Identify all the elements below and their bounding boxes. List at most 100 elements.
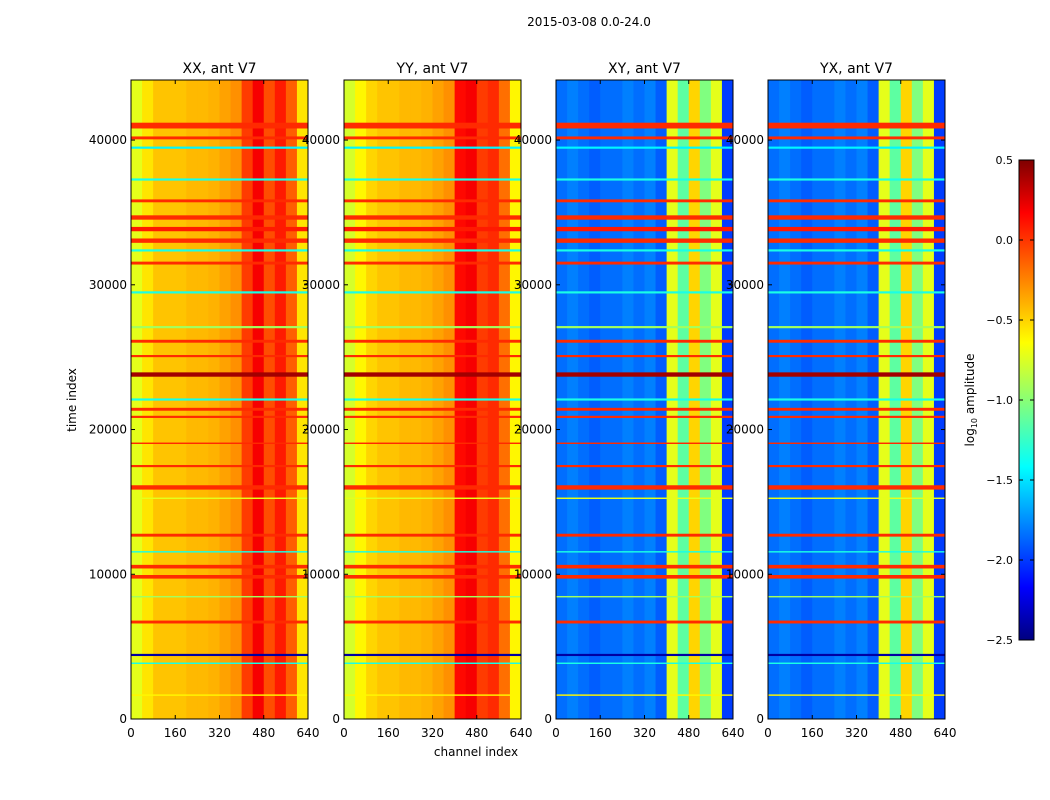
y-tick-label: 10000	[726, 567, 764, 581]
panel-title: XX, ant V7	[183, 61, 257, 77]
x-tick-label: 640	[934, 726, 957, 740]
y-tick-label: 40000	[726, 133, 764, 147]
heatmap-time-band	[556, 415, 733, 418]
heatmap-time-band	[131, 122, 308, 129]
heatmap-time-band	[768, 662, 945, 665]
heatmap-time-band	[768, 326, 945, 329]
y-tick-label: 10000	[514, 567, 552, 581]
heatmap-time-band	[344, 464, 521, 468]
x-tick-label: 160	[589, 726, 612, 740]
heatmap-time-band	[556, 146, 733, 149]
heatmap-time-band	[344, 551, 521, 553]
heatmap-time-band	[344, 407, 521, 411]
x-tick-label: 160	[377, 726, 400, 740]
heatmap-time-band	[556, 620, 733, 624]
heatmap-time-band	[344, 533, 521, 537]
heatmap-time-band	[768, 485, 945, 490]
colorbar-tick-label: −2.5	[986, 634, 1013, 647]
heatmap-time-band	[131, 620, 308, 624]
heatmap-time-band	[556, 662, 733, 665]
heatmap-time-band	[131, 497, 308, 500]
x-tick-label: 320	[421, 726, 444, 740]
heatmap-time-band	[768, 249, 945, 252]
heatmap-time-band	[344, 662, 521, 665]
heatmap-time-band	[768, 178, 945, 181]
heatmap-time-band	[344, 146, 521, 149]
x-axis-label: channel index	[434, 745, 518, 759]
heatmap-time-band	[131, 291, 308, 294]
heatmap-time-band	[344, 564, 521, 569]
heatmap-time-band	[556, 249, 733, 252]
heatmap-time-band	[344, 497, 521, 500]
heatmap-time-band	[131, 564, 308, 569]
heatmap-time-band	[344, 595, 521, 598]
heatmap-time-band	[131, 442, 308, 445]
heatmap-time-band	[131, 415, 308, 418]
heatmap-panel: XY, ant V7 0 160 320 480 640 0 10000 20000 30000 4…	[514, 61, 745, 740]
heatmap-time-band	[344, 291, 521, 294]
heatmap-time-band	[768, 199, 945, 203]
colorbar-tick-label: 0.0	[996, 234, 1014, 247]
heatmap-time-band	[131, 372, 308, 377]
heatmap-time-band	[131, 226, 308, 232]
heatmap-time-band	[556, 694, 733, 696]
heatmap-time-band	[344, 199, 521, 203]
x-tick-label: 0	[764, 726, 772, 740]
y-tick-label: 30000	[726, 278, 764, 292]
heatmap-time-band	[768, 261, 945, 265]
heatmap-time-band	[768, 354, 945, 358]
heatmap-time-band	[131, 574, 308, 579]
heatmap-time-band	[556, 533, 733, 537]
x-tick-label: 480	[465, 726, 488, 740]
x-tick-label: 640	[722, 726, 745, 740]
heatmap-time-band	[131, 326, 308, 329]
heatmap-time-band	[131, 249, 308, 252]
heatmap-time-band	[768, 122, 945, 129]
heatmap-time-band	[131, 199, 308, 203]
heatmap-time-band	[556, 238, 733, 243]
heatmap-time-band	[344, 249, 521, 252]
y-tick-label: 20000	[302, 423, 340, 437]
heatmap-time-band	[344, 574, 521, 579]
heatmap-time-band	[768, 653, 945, 657]
x-tick-label: 0	[552, 726, 560, 740]
colorbar-tick-label: −1.0	[986, 394, 1013, 407]
x-tick-label: 480	[252, 726, 275, 740]
heatmap-time-band	[131, 551, 308, 553]
heatmap-time-band	[556, 261, 733, 265]
heatmap-time-band	[131, 464, 308, 468]
heatmap-time-band	[344, 122, 521, 129]
y-tick-label: 30000	[89, 278, 127, 292]
heatmap-time-band	[556, 178, 733, 181]
x-tick-label: 0	[340, 726, 348, 740]
heatmap-time-band	[344, 226, 521, 232]
colorbar-tick-label: −1.5	[986, 474, 1013, 487]
heatmap-time-band	[344, 372, 521, 377]
heatmap-time-band	[344, 326, 521, 329]
y-axis-label: time index	[65, 368, 79, 432]
heatmap-time-band	[768, 551, 945, 553]
heatmap-time-band	[344, 398, 521, 401]
heatmap-time-band	[556, 595, 733, 598]
colorbar-label: log10 amplitude	[963, 354, 979, 447]
heatmap-time-band	[768, 291, 945, 294]
x-tick-label: 480	[889, 726, 912, 740]
y-tick-label: 30000	[514, 278, 552, 292]
heatmap-panel: XX, ant V7 0 160 320 480 640 0 10000 20000 30000 4…	[89, 61, 320, 740]
heatmap-time-band	[768, 442, 945, 445]
heatmap-time-band	[768, 564, 945, 569]
panel-title: YY, ant V7	[396, 61, 469, 77]
heatmap-time-band	[344, 178, 521, 181]
y-tick-label: 40000	[302, 133, 340, 147]
heatmap-time-band	[556, 497, 733, 500]
heatmap-time-band	[344, 238, 521, 243]
figure-title: 2015-03-08 0.0-24.0	[527, 15, 651, 29]
heatmap-time-band	[768, 146, 945, 149]
heatmap-time-band	[556, 339, 733, 343]
y-tick-label: 0	[756, 712, 764, 726]
heatmap-time-band	[768, 415, 945, 418]
heatmap-time-band	[768, 372, 945, 377]
heatmap-time-band	[344, 694, 521, 696]
heatmap-time-band	[768, 238, 945, 243]
